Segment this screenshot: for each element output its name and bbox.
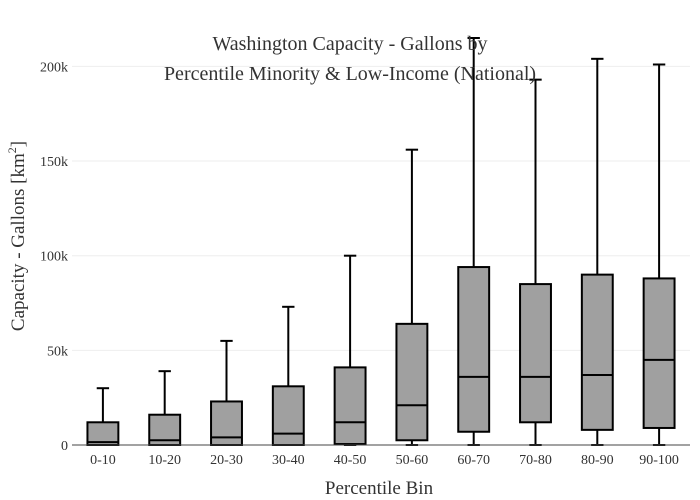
y-axis-title-text: Capacity - Gallons	[8, 189, 29, 331]
iqr-box	[210, 400, 243, 447]
box-group-20-30	[210, 339, 243, 447]
iqr-box	[395, 322, 429, 442]
x-tick-label: 0-10	[90, 453, 116, 468]
iqr-box	[580, 273, 614, 431]
box-group-10-20	[148, 370, 182, 447]
x-tick-label: 60-70	[457, 453, 490, 468]
x-tick-label: 90-100	[639, 453, 679, 468]
box-group-60-70	[457, 37, 491, 446]
y-axis-title: Capacity - Gallons [km2]	[5, 141, 29, 331]
boxes	[86, 37, 676, 447]
x-tick-label: 30-40	[272, 453, 305, 468]
box-group-0-10	[86, 387, 120, 446]
y-tick-label: 0	[61, 439, 68, 454]
chart-title-line-2: Percentile Minority & Low-Income (Nation…	[164, 63, 536, 85]
y-axis-unit-close: ]	[8, 141, 29, 147]
y-tick-label: 200k	[40, 60, 68, 75]
y-axis-unit-base: km	[8, 153, 29, 178]
x-axis-title: Percentile Bin	[325, 478, 434, 499]
y-tick-labels: 0 50k 100k 150k 200k	[40, 60, 68, 454]
iqr-box	[271, 385, 305, 447]
iqr-box	[642, 277, 676, 429]
y-tick-label: 100k	[40, 250, 68, 265]
x-tick-label: 80-90	[581, 453, 614, 468]
x-tick-label: 10-20	[148, 453, 181, 468]
x-tick-label: 40-50	[334, 453, 367, 468]
y-axis-unit-open: [	[8, 178, 29, 189]
y-tick-label: 50k	[47, 344, 68, 359]
box-group-30-40	[271, 305, 305, 447]
box-group-50-60	[395, 148, 429, 446]
x-tick-labels: 0-10 10-20 20-30 30-40 40-50 50-60 60-70 70-80 8…	[90, 453, 679, 468]
y-tick-label: 150k	[40, 155, 68, 170]
box-group-90-100	[642, 63, 676, 446]
iqr-box	[457, 266, 491, 433]
iqr-box	[333, 366, 367, 446]
chart-title-line-1: Washington Capacity - Gallons by	[212, 33, 487, 55]
iqr-box	[519, 283, 552, 424]
box-group-80-90	[580, 57, 614, 446]
y-axis-unit-exponent: 2	[5, 147, 19, 153]
box-group-70-80	[519, 78, 552, 446]
x-tick-label: 70-80	[519, 453, 552, 468]
x-tick-label: 50-60	[396, 453, 429, 468]
x-tick-label: 20-30	[210, 453, 243, 468]
